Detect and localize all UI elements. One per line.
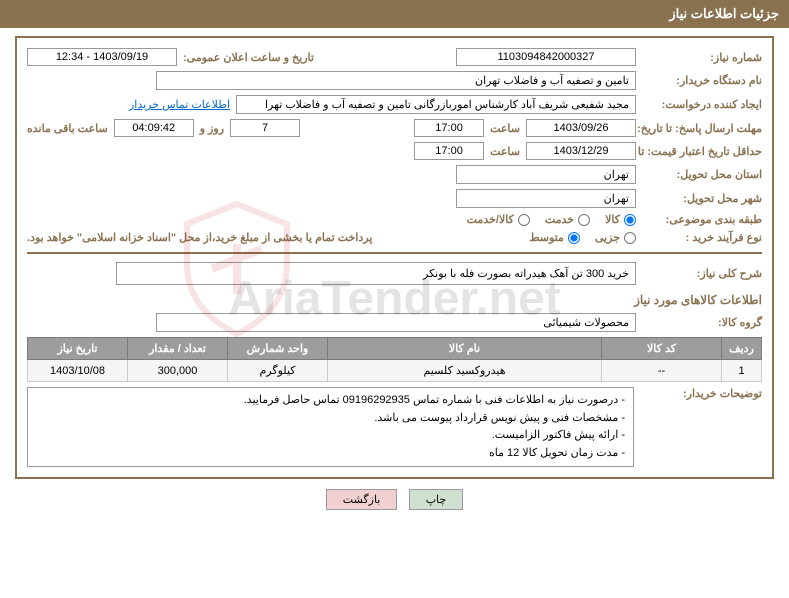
- td-date: 1403/10/08: [28, 360, 128, 382]
- note-line-4: - مدت زمان تحویل کالا 12 ماه: [36, 445, 625, 463]
- radio-goods-input[interactable]: [624, 214, 636, 226]
- group-label: گروه کالا:: [642, 316, 762, 329]
- td-name: هیدروکسید کلسیم: [328, 360, 602, 382]
- buyer-contact-link[interactable]: اطلاعات تماس خریدار: [129, 98, 230, 111]
- page-title: جزئیات اطلاعات نیاز: [669, 6, 779, 21]
- city-value: تهران: [456, 189, 636, 208]
- time-label-1: ساعت: [490, 122, 520, 135]
- requester-value: مجید شفیعی شریف آباد کارشناس اموربازرگان…: [236, 95, 636, 114]
- requester-label: ایجاد کننده درخواست:: [642, 98, 762, 111]
- payment-note: پرداخت تمام یا بخشی از مبلغ خرید،از محل …: [27, 231, 372, 244]
- announce-date-label: تاریخ و ساعت اعلان عمومی:: [183, 51, 314, 64]
- table-row: 1 -- هیدروکسید کلسیم کیلوگرم 300,000 140…: [28, 360, 762, 382]
- countdown-value: 04:09:42: [114, 119, 194, 137]
- general-desc-label: شرح کلی نیاز:: [642, 267, 762, 280]
- th-name: نام کالا: [328, 338, 602, 360]
- td-qty: 300,000: [128, 360, 228, 382]
- need-number-label: شماره نیاز:: [642, 51, 762, 64]
- purchase-type-radio-group: جزیی متوسط: [529, 231, 636, 244]
- need-number-value: 1103094842000327: [456, 48, 636, 66]
- note-line-2: - مشخصات فنی و پیش نویس قرارداد پیوست می…: [36, 410, 625, 428]
- remaining-label: ساعت باقی مانده: [27, 122, 108, 135]
- radio-both-input[interactable]: [518, 214, 530, 226]
- td-num: 1: [722, 360, 762, 382]
- td-code: --: [602, 360, 722, 382]
- radio-both[interactable]: کالا/خدمت: [467, 213, 530, 226]
- note-line-3: - ارائه پیش فاکتور الزامیست.: [36, 427, 625, 445]
- response-time-value: 17:00: [414, 119, 484, 137]
- radio-goods[interactable]: کالا: [605, 213, 636, 226]
- button-row: چاپ بازگشت: [0, 489, 789, 510]
- group-value: محصولات شیمیائی: [156, 313, 636, 332]
- buyer-org-value: تامین و تصفیه آب و فاضلاب تهران: [156, 71, 636, 90]
- radio-partial[interactable]: جزیی: [595, 231, 636, 244]
- radio-service[interactable]: خدمت: [545, 213, 590, 226]
- buyer-notes-label: توضیحات خریدار:: [642, 387, 762, 467]
- province-value: تهران: [456, 165, 636, 184]
- td-unit: کیلوگرم: [228, 360, 328, 382]
- category-radio-group: کالا خدمت کالا/خدمت: [467, 213, 636, 226]
- announce-date-value: 1403/09/19 - 12:34: [27, 48, 177, 66]
- buyer-org-label: نام دستگاه خریدار:: [642, 74, 762, 87]
- response-date-value: 1403/09/26: [526, 119, 636, 137]
- divider-1: [27, 252, 762, 254]
- page-header: جزئیات اطلاعات نیاز: [0, 0, 789, 28]
- response-deadline-label: مهلت ارسال پاسخ: تا تاریخ:: [642, 122, 762, 135]
- th-unit: واحد شمارش: [228, 338, 328, 360]
- th-code: کد کالا: [602, 338, 722, 360]
- buyer-notes-box: - درصورت نیاز به اطلاعات فنی با شماره تم…: [27, 387, 634, 467]
- main-container: شماره نیاز: 1103094842000327 تاریخ و ساع…: [15, 36, 774, 479]
- purchase-type-label: نوع فرآیند خرید :: [642, 231, 762, 244]
- city-label: شهر محل تحویل:: [642, 192, 762, 205]
- general-desc-value: خرید 300 تن آهک هیدراته بصورت فله با بون…: [116, 262, 636, 285]
- days-label: روز و: [200, 122, 224, 135]
- radio-medium[interactable]: متوسط: [529, 231, 580, 244]
- items-section-title: اطلاعات کالاهای مورد نیاز: [27, 293, 762, 307]
- price-validity-date-value: 1403/12/29: [526, 142, 636, 160]
- price-validity-label: حداقل تاریخ اعتبار قیمت: تا تاریخ:: [642, 145, 762, 158]
- print-button[interactable]: چاپ: [409, 489, 464, 510]
- radio-partial-input[interactable]: [624, 232, 636, 244]
- time-label-2: ساعت: [490, 145, 520, 158]
- back-button[interactable]: بازگشت: [326, 489, 398, 510]
- th-row: ردیف: [722, 338, 762, 360]
- radio-medium-input[interactable]: [568, 232, 580, 244]
- province-label: استان محل تحویل:: [642, 168, 762, 181]
- radio-service-input[interactable]: [578, 214, 590, 226]
- days-remain-value: 7: [230, 119, 300, 137]
- price-validity-time-value: 17:00: [414, 142, 484, 160]
- category-label: طبقه بندی موضوعی:: [642, 213, 762, 226]
- th-qty: تعداد / مقدار: [128, 338, 228, 360]
- note-line-1: - درصورت نیاز به اطلاعات فنی با شماره تم…: [36, 392, 625, 410]
- th-date: تاریخ نیاز: [28, 338, 128, 360]
- items-table: ردیف کد کالا نام کالا واحد شمارش تعداد /…: [27, 337, 762, 382]
